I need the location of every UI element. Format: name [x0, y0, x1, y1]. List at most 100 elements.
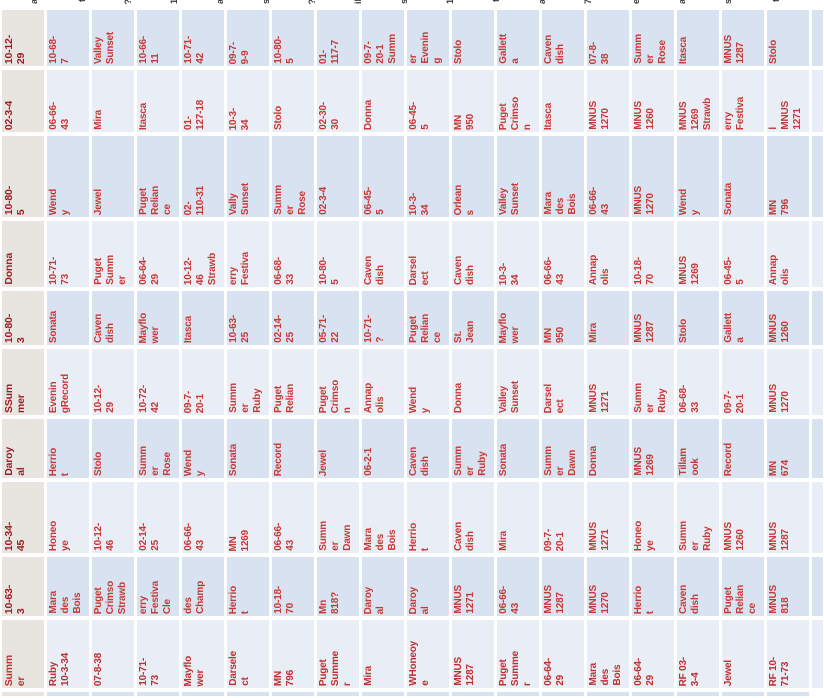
table-cell[interactable]: MNUS 1271 — [587, 482, 629, 553]
table-cell[interactable]: 10-72- 42 — [137, 349, 179, 415]
table-cell[interactable]: 10-18- 70 — [272, 557, 314, 616]
table-cell[interactable]: Summ er Dawn — [317, 482, 359, 553]
table-cell[interactable]: Sonata — [227, 419, 269, 478]
table-cell[interactable]: 06-66- 43 — [272, 482, 314, 553]
row-label-cell[interactable]: Puget Summe r — [317, 620, 359, 688]
table-cell[interactable]: Donna — [452, 349, 494, 415]
column-header-cell[interactable]: Donna — [2, 221, 44, 287]
table-cell[interactable]: Wend y — [407, 349, 449, 415]
row-label-cell[interactable]: RF 10- 71-73 — [767, 620, 809, 688]
table-cell[interactable]: 06-68- 33 — [677, 349, 719, 415]
table-cell[interactable]: Puget Relian ce — [137, 136, 179, 217]
table-cell[interactable]: 01- 127-18 — [182, 70, 224, 132]
table-cell[interactable]: Summ er Rose — [137, 419, 179, 478]
table-cell[interactable]: Sonata — [47, 291, 89, 345]
table-cell[interactable]: MNUS 1271 — [587, 349, 629, 415]
row-label-cell[interactable]: Mara des Bois — [587, 620, 629, 688]
row-label-cell[interactable]: RF 03- 3-4 — [677, 620, 719, 688]
table-cell[interactable]: 10-12- 29 — [92, 349, 134, 415]
table-cell[interactable]: Jewel — [317, 419, 359, 478]
table-cell[interactable]: MNUS 1287 — [632, 291, 674, 345]
row-label-cell[interactable]: 06-64- 29 — [632, 620, 674, 688]
table-cell[interactable]: MNUS 1260 — [722, 482, 764, 553]
table-cell[interactable]: Vally Sunset — [227, 136, 269, 217]
table-cell[interactable]: Orlean s — [452, 136, 494, 217]
table-cell[interactable]: 10-12- 46 — [92, 482, 134, 553]
table-cell[interactable]: Caven dish — [92, 291, 134, 345]
table-cell[interactable]: 02-14- 25 — [137, 482, 179, 553]
table-cell[interactable]: Caven dish — [452, 221, 494, 287]
table-cell[interactable]: 06-45- 5 — [362, 136, 404, 217]
table-cell[interactable]: Gallett a — [722, 291, 764, 345]
table-cell[interactable]: 06-66- 43 — [587, 136, 629, 217]
table-cell[interactable]: 09-7- 20-1 — [182, 349, 224, 415]
column-header-cell[interactable]: 10-80- 3 — [2, 291, 44, 345]
table-cell[interactable]: 10-71- 73 — [47, 221, 89, 287]
table-cell[interactable]: Record — [722, 419, 764, 478]
table-cell[interactable]: 10-68- 7 — [47, 10, 89, 66]
table-cell[interactable]: Mayflo wer — [497, 291, 539, 345]
table-cell[interactable]: 10-3- 34 — [227, 70, 269, 132]
table-cell[interactable]: Summ er Rose — [632, 10, 674, 66]
table-cell[interactable]: 10-3- 34 — [497, 221, 539, 287]
column-header-cell[interactable]: 10-80- 5 — [2, 136, 44, 217]
table-cell[interactable]: MNUS 818 — [767, 557, 809, 616]
table-cell[interactable]: MNUS 1260 — [632, 70, 674, 132]
table-cell[interactable]: MNUS 1270 — [587, 557, 629, 616]
table-cell[interactable]: 09-7- 20-1 — [542, 482, 584, 553]
table-cell[interactable]: Itasca — [137, 70, 179, 132]
column-header-cell[interactable]: 10-12- 29 — [2, 10, 44, 66]
table-cell[interactable]: 06-45- 5 — [407, 70, 449, 132]
table-cell[interactable]: 09-7- 20-1 Summ — [362, 10, 404, 66]
table-cell[interactable]: Herrio t — [632, 557, 674, 616]
table-cell[interactable]: Summ er Rose — [272, 136, 314, 217]
table-cell[interactable]: 01- 117-7 — [317, 10, 359, 66]
table-cell[interactable]: Puget Summ er — [92, 221, 134, 287]
table-cell[interactable]: Puget Crimso n — [497, 70, 539, 132]
table-cell[interactable]: er Evenin g — [407, 10, 449, 66]
table-cell[interactable]: 06-66- 43 — [497, 557, 539, 616]
table-cell[interactable]: 06-66- 43 — [542, 221, 584, 287]
table-cell[interactable]: 09-7- 9-9 — [227, 10, 269, 66]
column-header-cell[interactable]: 10-34- 45 — [2, 482, 44, 553]
row-label-cell[interactable]: MN 796 — [272, 620, 314, 688]
row-label-cell[interactable]: Puget Summe r — [497, 620, 539, 688]
table-cell[interactable]: Stolo — [452, 10, 494, 66]
table-cell[interactable]: MNUS 1270 — [587, 70, 629, 132]
table-cell[interactable]: Valley Sunset — [497, 136, 539, 217]
table-cell[interactable]: Puget Relian ce — [407, 291, 449, 345]
table-cell[interactable]: MNUS 1269 Strawb — [677, 70, 719, 132]
table-cell[interactable]: Daroy al — [362, 557, 404, 616]
table-cell[interactable]: Summ er Ruby — [677, 482, 719, 553]
column-header-cell[interactable]: Daroy al — [2, 419, 44, 478]
table-cell[interactable]: Caven dish — [407, 419, 449, 478]
table-cell[interactable]: Caven dish — [362, 221, 404, 287]
table-cell[interactable]: 02-30- 30 — [317, 70, 359, 132]
table-cell[interactable]: Honeo ye — [47, 482, 89, 553]
table-cell[interactable]: MNUS 1287 — [722, 10, 764, 66]
table-cell[interactable]: 06-45- 5 — [722, 221, 764, 287]
table-cell[interactable]: erry Festiva — [227, 221, 269, 287]
table-cell[interactable]: Daroy al — [407, 557, 449, 616]
table-cell[interactable]: Mara des Bois — [362, 482, 404, 553]
table-cell[interactable]: MNUS 1269 — [677, 221, 719, 287]
table-cell[interactable]: MN 950 — [452, 70, 494, 132]
table-cell[interactable]: MNUS 1260 — [767, 291, 809, 345]
table-cell[interactable]: 02-3-4 — [317, 136, 359, 217]
table-cell[interactable]: Donna — [587, 419, 629, 478]
table-cell[interactable]: 07-8- 38 — [587, 10, 629, 66]
column-header-cell[interactable]: SSum mer — [2, 349, 44, 415]
table-cell[interactable]: Donna — [362, 70, 404, 132]
table-cell[interactable]: Herrio t — [227, 557, 269, 616]
table-cell[interactable]: Mira — [587, 291, 629, 345]
table-cell[interactable]: Itasca — [182, 291, 224, 345]
table-cell[interactable]: Mara des Bois — [47, 557, 89, 616]
table-cell[interactable]: St. Jean — [452, 291, 494, 345]
table-cell[interactable]: 06-2-1 — [362, 419, 404, 478]
table-cell[interactable]: Mayflo wer — [137, 291, 179, 345]
table-cell[interactable]: Gallett a — [497, 10, 539, 66]
table-cell[interactable]: Mn 818? — [317, 557, 359, 616]
table-cell[interactable]: 10-3- 34 — [407, 136, 449, 217]
table-cell[interactable]: Annap olis — [587, 221, 629, 287]
table-cell[interactable]: Puget Crimso Strawb — [92, 557, 134, 616]
